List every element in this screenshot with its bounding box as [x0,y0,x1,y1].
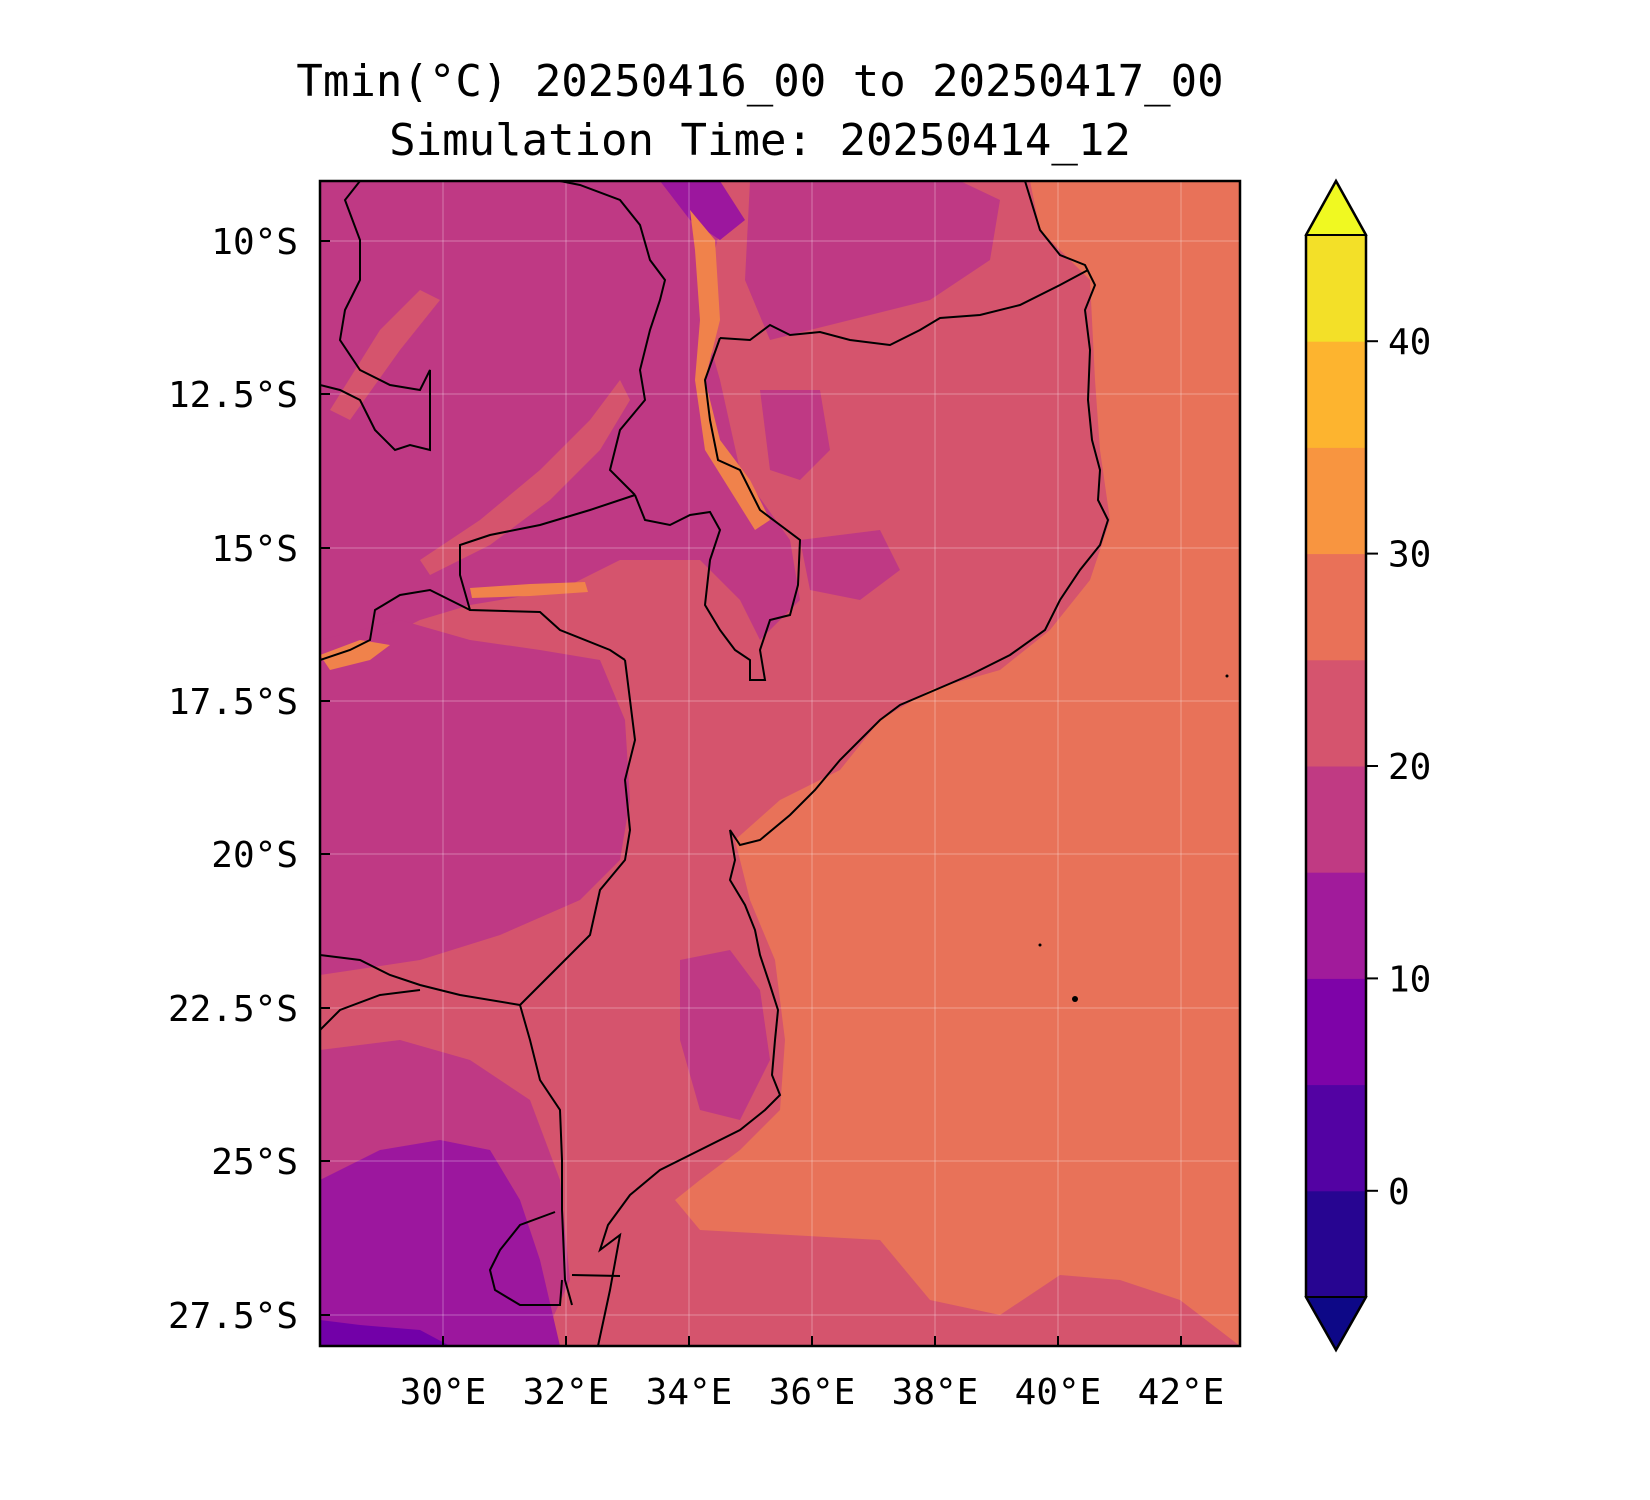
lake-shore-warm-strip [690,210,770,530]
cool-patch-north [660,181,745,240]
colorbar-tick-label: 40 [1388,322,1431,363]
country-borders [320,181,1110,1346]
colorbar-extend-max [1304,178,1368,236]
colorbar-segment [1306,447,1366,555]
border-malawi-zambia [559,181,667,496]
border-south-africa-mozambique-south [571,1274,621,1277]
graticule [320,181,1240,1346]
lon-tick-label: 30°E [400,1372,487,1413]
lat-tick-label: 27.5°S [168,1296,298,1337]
border-tanzania-mozambique [719,269,1089,347]
colorbar-ticks: 0 10 20 30 40 [1366,322,1431,1213]
colorbar-segment [1306,235,1366,342]
highland-region-inland-south [680,950,770,1120]
lon-tick-label: 38°E [892,1372,979,1413]
highland-region-west [320,620,630,975]
colorbar-tick-label: 0 [1388,1172,1410,1213]
latitude-labels: 10°S 12.5°S 15°S 17.5°S 20°S 22.5°S 25°S… [168,222,298,1337]
lon-tick-label: 36°E [769,1372,856,1413]
border-botswana-south-africa [320,989,421,1031]
colorbar-segments [1306,235,1366,1298]
lat-tick-label: 25°S [211,1142,298,1183]
border-mozambique-zimbabwe [519,659,637,1006]
lat-tick-label: 10°S [211,222,298,263]
longitude-labels: 30°E 32°E 34°E 36°E 38°E 40°E 42°E [400,1372,1225,1413]
colorbar-extend-min [1304,1296,1368,1353]
colorbar-segment [1306,553,1366,661]
highland-region-mozambique-central [800,530,900,600]
map-panel: 10°S 12.5°S 15°S 17.5°S 20°S 22.5°S 25°S… [168,179,1242,1413]
colorbar-outline [1304,178,1368,1353]
colorbar-segment [1306,341,1366,448]
lat-tick-label: 22.5°S [168,989,298,1030]
lon-tick-label: 40°E [1015,1372,1102,1413]
highland-region-north [320,181,800,660]
map-frame [318,179,1242,1348]
colorbar-tick-label: 20 [1388,747,1431,788]
cold-patch-south [320,1320,450,1346]
lon-tick-label: 42°E [1138,1372,1225,1413]
highland-region-mozambique-north [760,390,830,480]
border-lake-malawi-west [634,337,802,681]
island-comoros-edge [1225,674,1229,678]
colorbar-tick-label: 30 [1388,535,1431,576]
cool-highland-region [320,1140,560,1346]
colorbar-segment [1306,659,1366,767]
highland-region-northeast [745,181,1000,340]
border-zambia-zimbabwe [320,588,471,661]
warm-strip-zambezi [470,582,588,598]
map-title-line2: Simulation Time: 20250414_12 [389,115,1131,166]
border-mozambique-zambia [459,494,636,661]
map-title-line1: Tmin(°C) 20250416_00 to 20250417_00 [296,56,1223,107]
border-south-africa-mozambique [519,1004,573,1306]
colorbar-segment [1306,1190,1366,1298]
lon-tick-label: 34°E [646,1372,733,1413]
colorbar-segment [1306,1084,1366,1192]
colorbar-segment [1306,978,1366,1086]
map-tick-marks [320,240,1182,1346]
colorbar-tick-label: 10 [1388,959,1431,1000]
border-zimbabwe-south-africa [320,954,521,1006]
island-bassas-da-india [1038,943,1042,947]
lat-tick-label: 20°S [211,835,298,876]
border-eswatini [488,1211,563,1306]
lat-tick-label: 15°S [211,529,298,570]
border-zambia-drc [320,181,431,452]
colorbar-segment [1306,766,1366,873]
warm-strip-west [320,640,390,670]
coastline [597,181,1110,1346]
colorbar: 0 10 20 30 40 [1304,178,1431,1353]
lat-tick-label: 17.5°S [168,682,298,723]
valley-lowland-streak-2 [330,290,440,420]
lat-tick-label: 12.5°S [168,375,298,416]
valley-lowland-streak [420,380,630,575]
island-europa [1072,996,1078,1002]
lon-tick-label: 32°E [523,1372,610,1413]
colorbar-segment [1306,872,1366,979]
